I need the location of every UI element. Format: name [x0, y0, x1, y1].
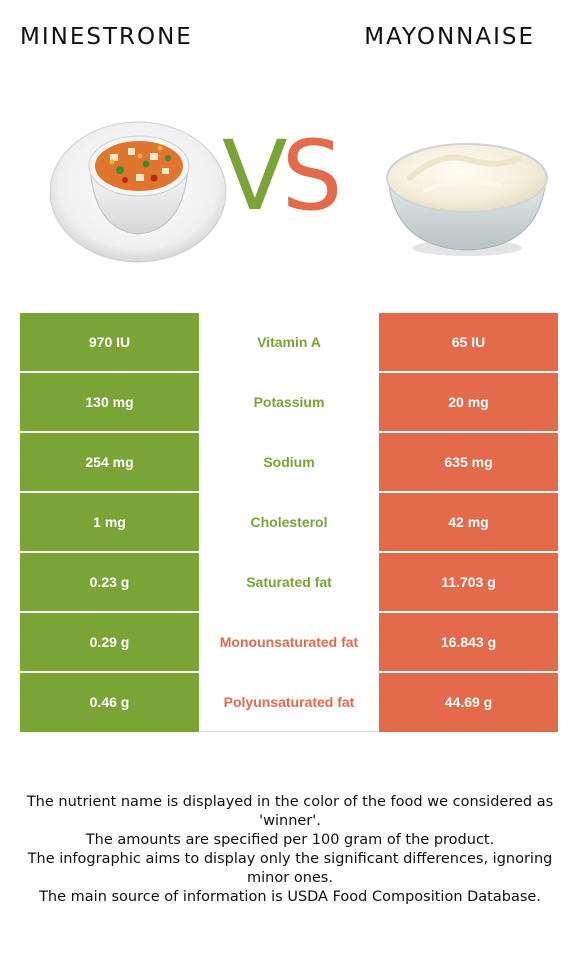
minestrone-value: 0.29 g	[20, 611, 199, 672]
minestrone-value: 0.46 g	[20, 671, 199, 732]
mayonnaise-image	[386, 143, 548, 256]
footer-line-winner: The nutrient name is displayed in the co…	[26, 794, 554, 829]
minestrone-value: 254 mg	[20, 431, 199, 492]
vs-s: S	[281, 120, 343, 232]
mayonnaise-value: 20 mg	[379, 371, 558, 432]
footer-notes: The nutrient name is displayed in the co…	[14, 793, 566, 907]
table-row: 130 mg Potassium 20 mg	[20, 371, 558, 433]
vs-label: VS	[222, 128, 343, 224]
nutrient-name: Vitamin A	[199, 313, 379, 373]
minestrone-value: 0.23 g	[20, 551, 199, 612]
nutrient-comparison-table: 970 IU Vitamin A 65 IU 130 mg Potassium …	[20, 313, 558, 732]
nutrient-name: Polyunsaturated fat	[199, 671, 379, 732]
food-title-mayonnaise: MAYONNAISE	[364, 24, 535, 50]
table-row: 0.23 g Saturated fat 11.703 g	[20, 551, 558, 613]
footer-line-amounts: The amounts are specified per 100 gram o…	[85, 832, 495, 848]
nutrient-name: Monounsaturated fat	[199, 611, 379, 673]
footer-line-aim: The infographic aims to display only the…	[27, 851, 553, 886]
nutrient-name: Sodium	[199, 431, 379, 493]
vs-v: V	[222, 120, 288, 232]
minestrone-value: 130 mg	[20, 371, 199, 432]
minestrone-value: 1 mg	[20, 491, 199, 552]
mayonnaise-value: 65 IU	[379, 313, 558, 372]
table-row: 0.29 g Monounsaturated fat 16.843 g	[20, 611, 558, 673]
minestrone-value: 970 IU	[20, 313, 199, 372]
mayonnaise-value: 635 mg	[379, 431, 558, 492]
table-row: 1 mg Cholesterol 42 mg	[20, 491, 558, 553]
mayonnaise-value: 11.703 g	[379, 551, 558, 612]
minestrone-soup-image	[50, 121, 227, 263]
food-title-minestrone: MINESTRONE	[20, 24, 193, 50]
mayonnaise-value: 16.843 g	[379, 611, 558, 672]
table-row: 970 IU Vitamin A 65 IU	[20, 313, 558, 373]
footer-line-source: The main source of information is USDA F…	[39, 889, 541, 905]
nutrient-name: Cholesterol	[199, 491, 379, 553]
table-row: 0.46 g Polyunsaturated fat 44.69 g	[20, 671, 558, 732]
nutrient-name: Saturated fat	[199, 551, 379, 613]
table-row: 254 mg Sodium 635 mg	[20, 431, 558, 493]
nutrient-name: Potassium	[199, 371, 379, 433]
mayonnaise-value: 42 mg	[379, 491, 558, 552]
mayonnaise-value: 44.69 g	[379, 671, 558, 732]
